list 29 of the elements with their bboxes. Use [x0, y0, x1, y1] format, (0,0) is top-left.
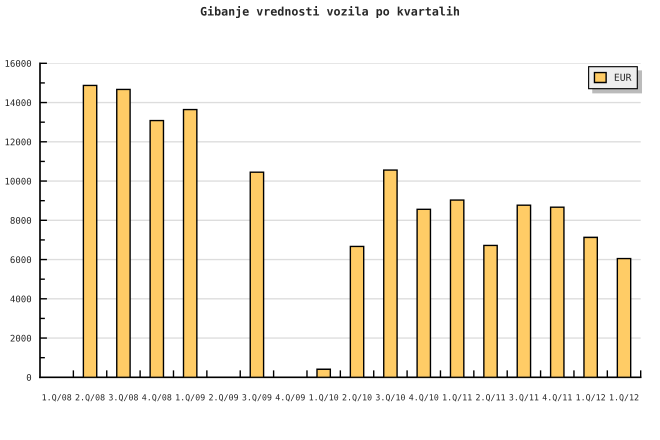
x-tick-label: 4.Q/10	[409, 394, 438, 402]
x-tick-label: 1.Q/11	[443, 394, 472, 402]
y-tick-label: 14000	[6, 99, 32, 106]
x-tick-label: 1.Q/10	[310, 394, 338, 402]
x-tick-label: 1.Q/12	[610, 394, 638, 402]
x-tick-label: 3.Q/08	[108, 394, 138, 402]
x-tick-label: 2.Q/11	[476, 394, 506, 402]
y-tick-label: 16000	[6, 60, 32, 67]
y-tick-label: 2000	[10, 334, 32, 342]
x-tick-label: 4.Q/08	[142, 394, 172, 402]
x-tick-label: 1.Q/09	[176, 394, 205, 402]
x-tick-label: 3.Q/11	[509, 394, 538, 402]
y-tick-label: 6000	[10, 256, 32, 264]
x-tick-label: 2.Q/09	[209, 394, 238, 402]
x-tick-label: 3.Q/10	[376, 394, 405, 402]
y-tick-label: 8000	[10, 217, 32, 224]
legend-label: EUR	[614, 74, 632, 81]
x-tick-label: 3.Q/09	[242, 394, 272, 402]
x-tick-label: 2.Q/10	[342, 394, 372, 402]
x-tick-label: 1.Q/08	[42, 394, 72, 402]
y-tick-label: 0	[26, 374, 32, 381]
x-tick-label: 1.Q/12	[576, 394, 605, 402]
y-tick-label: 12000	[6, 138, 32, 146]
y-tick-label: 10000	[6, 178, 32, 185]
x-tick-label: 4.Q/11	[542, 394, 572, 402]
chart-title: Gibanje vrednosti vozila po kvartalih	[200, 6, 460, 18]
x-tick-label: 2.Q/08	[76, 394, 105, 402]
x-tick-label: 4.Q/09	[276, 394, 305, 402]
y-tick-label: 4000	[10, 296, 32, 302]
